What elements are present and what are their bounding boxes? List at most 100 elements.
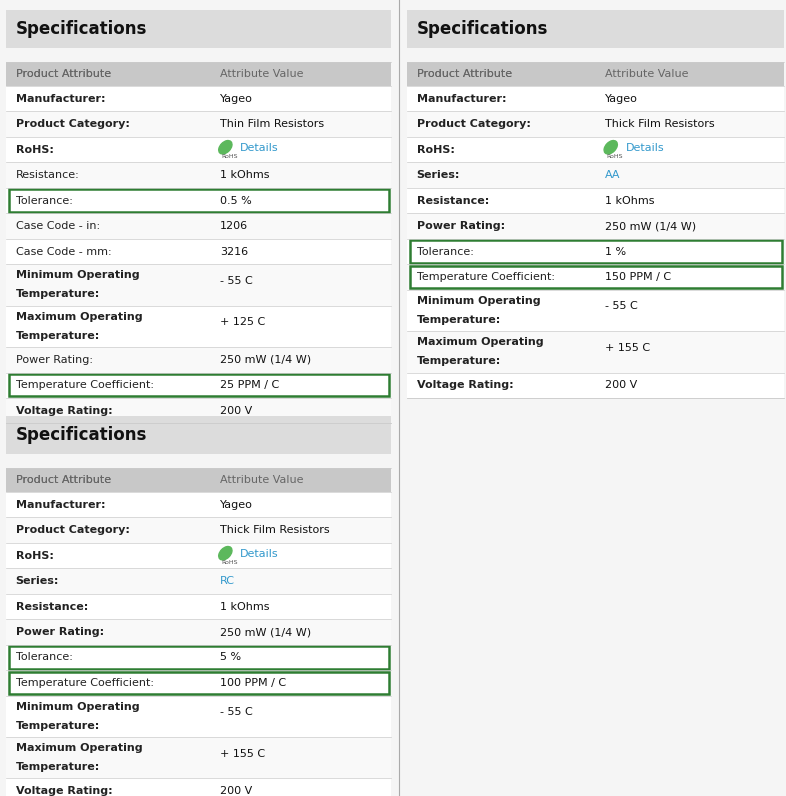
Bar	[407, 10, 784, 48]
Text: 1 %: 1 %	[605, 247, 626, 256]
Text: Details: Details	[241, 549, 279, 559]
Text: - 55 C: - 55 C	[220, 276, 252, 286]
Text: 250 mW (1/4 W): 250 mW (1/4 W)	[605, 221, 696, 231]
Bar	[6, 619, 391, 645]
Bar	[6, 306, 391, 347]
Bar	[407, 239, 784, 264]
Bar	[6, 778, 391, 796]
Bar	[6, 737, 391, 778]
Text: Manufacturer:: Manufacturer:	[16, 94, 105, 103]
Text: Product Attribute: Product Attribute	[417, 69, 512, 79]
Text: Product Attribute: Product Attribute	[16, 475, 111, 485]
Bar	[6, 239, 391, 264]
Text: Series:: Series:	[417, 170, 460, 180]
Text: 3216: 3216	[220, 247, 248, 256]
Text: Temperature Coefficient:: Temperature Coefficient:	[417, 272, 555, 282]
Ellipse shape	[604, 141, 617, 154]
Text: Power Rating:: Power Rating:	[16, 355, 93, 365]
Bar	[407, 62, 784, 86]
FancyBboxPatch shape	[410, 240, 782, 263]
Text: Temperature Coefficient:: Temperature Coefficient:	[16, 678, 154, 688]
Text: Temperature:: Temperature:	[417, 315, 501, 325]
Bar	[407, 111, 784, 137]
Text: + 125 C: + 125 C	[220, 318, 265, 327]
Text: 100 PPM / C: 100 PPM / C	[220, 678, 286, 688]
FancyBboxPatch shape	[410, 266, 782, 288]
Ellipse shape	[219, 141, 232, 154]
Bar	[6, 416, 391, 454]
Text: + 155 C: + 155 C	[220, 749, 265, 759]
Text: Case Code - mm:: Case Code - mm:	[16, 247, 112, 256]
Text: Power Rating:: Power Rating:	[417, 221, 505, 231]
Text: 5 %: 5 %	[220, 653, 241, 662]
FancyBboxPatch shape	[9, 672, 389, 694]
Text: RoHS: RoHS	[222, 560, 238, 565]
Text: 200 V: 200 V	[220, 406, 252, 416]
Bar	[6, 696, 391, 737]
Text: Yageo: Yageo	[220, 500, 253, 509]
Text: RoHS:: RoHS:	[16, 145, 53, 154]
Text: Specifications: Specifications	[16, 20, 147, 37]
Text: Details: Details	[241, 143, 279, 153]
Text: Voltage Rating:: Voltage Rating:	[16, 786, 112, 796]
Text: RC: RC	[220, 576, 235, 586]
Text: 250 mW (1/4 W): 250 mW (1/4 W)	[220, 355, 311, 365]
Bar	[6, 373, 391, 398]
Text: 25 PPM / C: 25 PPM / C	[220, 380, 279, 390]
Text: Case Code - in:: Case Code - in:	[16, 221, 100, 231]
Bar	[6, 468, 391, 492]
Text: 0.5 %: 0.5 %	[220, 196, 252, 205]
Bar	[6, 213, 391, 239]
Text: RoHS:: RoHS:	[417, 145, 454, 154]
Bar	[6, 492, 391, 517]
Text: - 55 C: - 55 C	[605, 302, 638, 311]
Bar	[407, 188, 784, 213]
Text: Attribute Value: Attribute Value	[220, 475, 303, 485]
Bar	[6, 188, 391, 213]
Text: AA: AA	[605, 170, 621, 180]
Bar	[407, 331, 784, 373]
Bar	[6, 645, 391, 670]
Text: Temperature Coefficient:: Temperature Coefficient:	[16, 380, 154, 390]
Text: Thick Film Resistors: Thick Film Resistors	[220, 525, 329, 535]
Text: 200 V: 200 V	[605, 380, 637, 390]
Text: Attribute Value: Attribute Value	[605, 69, 689, 79]
Text: Maximum Operating: Maximum Operating	[417, 338, 543, 347]
Text: Temperature:: Temperature:	[16, 331, 100, 341]
Text: Temperature:: Temperature:	[16, 290, 100, 299]
Bar	[6, 568, 391, 594]
Text: Power Rating:: Power Rating:	[16, 627, 104, 637]
Text: Resistance:: Resistance:	[16, 170, 79, 180]
Text: 200 V: 200 V	[220, 786, 252, 796]
Text: Series:: Series:	[16, 576, 59, 586]
Text: Minimum Operating: Minimum Operating	[16, 702, 139, 712]
Text: Product Category:: Product Category:	[16, 525, 130, 535]
Bar	[6, 264, 391, 306]
Text: - 55 C: - 55 C	[220, 708, 252, 717]
Text: Voltage Rating:: Voltage Rating:	[16, 406, 112, 416]
Bar	[6, 137, 391, 162]
Text: Product Attribute: Product Attribute	[417, 69, 512, 79]
Text: Product Category:: Product Category:	[417, 119, 531, 129]
Text: Minimum Operating: Minimum Operating	[417, 296, 540, 306]
Bar	[407, 290, 784, 331]
Text: Minimum Operating: Minimum Operating	[16, 271, 139, 280]
Text: Voltage Rating:: Voltage Rating:	[417, 380, 513, 390]
Text: Maximum Operating: Maximum Operating	[16, 312, 142, 322]
Text: RoHS: RoHS	[222, 154, 238, 159]
Text: Temperature:: Temperature:	[16, 763, 100, 772]
Text: Product Attribute: Product Attribute	[16, 475, 111, 485]
Bar	[6, 594, 391, 619]
Text: Yageo: Yageo	[220, 94, 253, 103]
Text: 1 kOhms: 1 kOhms	[220, 170, 270, 180]
Text: Attribute Value: Attribute Value	[220, 69, 303, 79]
Text: Thin Film Resistors: Thin Film Resistors	[220, 119, 324, 129]
Bar	[407, 213, 784, 239]
Bar	[407, 137, 784, 162]
Bar	[6, 10, 391, 48]
Text: Manufacturer:: Manufacturer:	[417, 94, 506, 103]
Ellipse shape	[219, 547, 232, 560]
Text: Specifications: Specifications	[16, 426, 147, 443]
Bar	[6, 517, 391, 543]
Text: 150 PPM / C: 150 PPM / C	[605, 272, 671, 282]
